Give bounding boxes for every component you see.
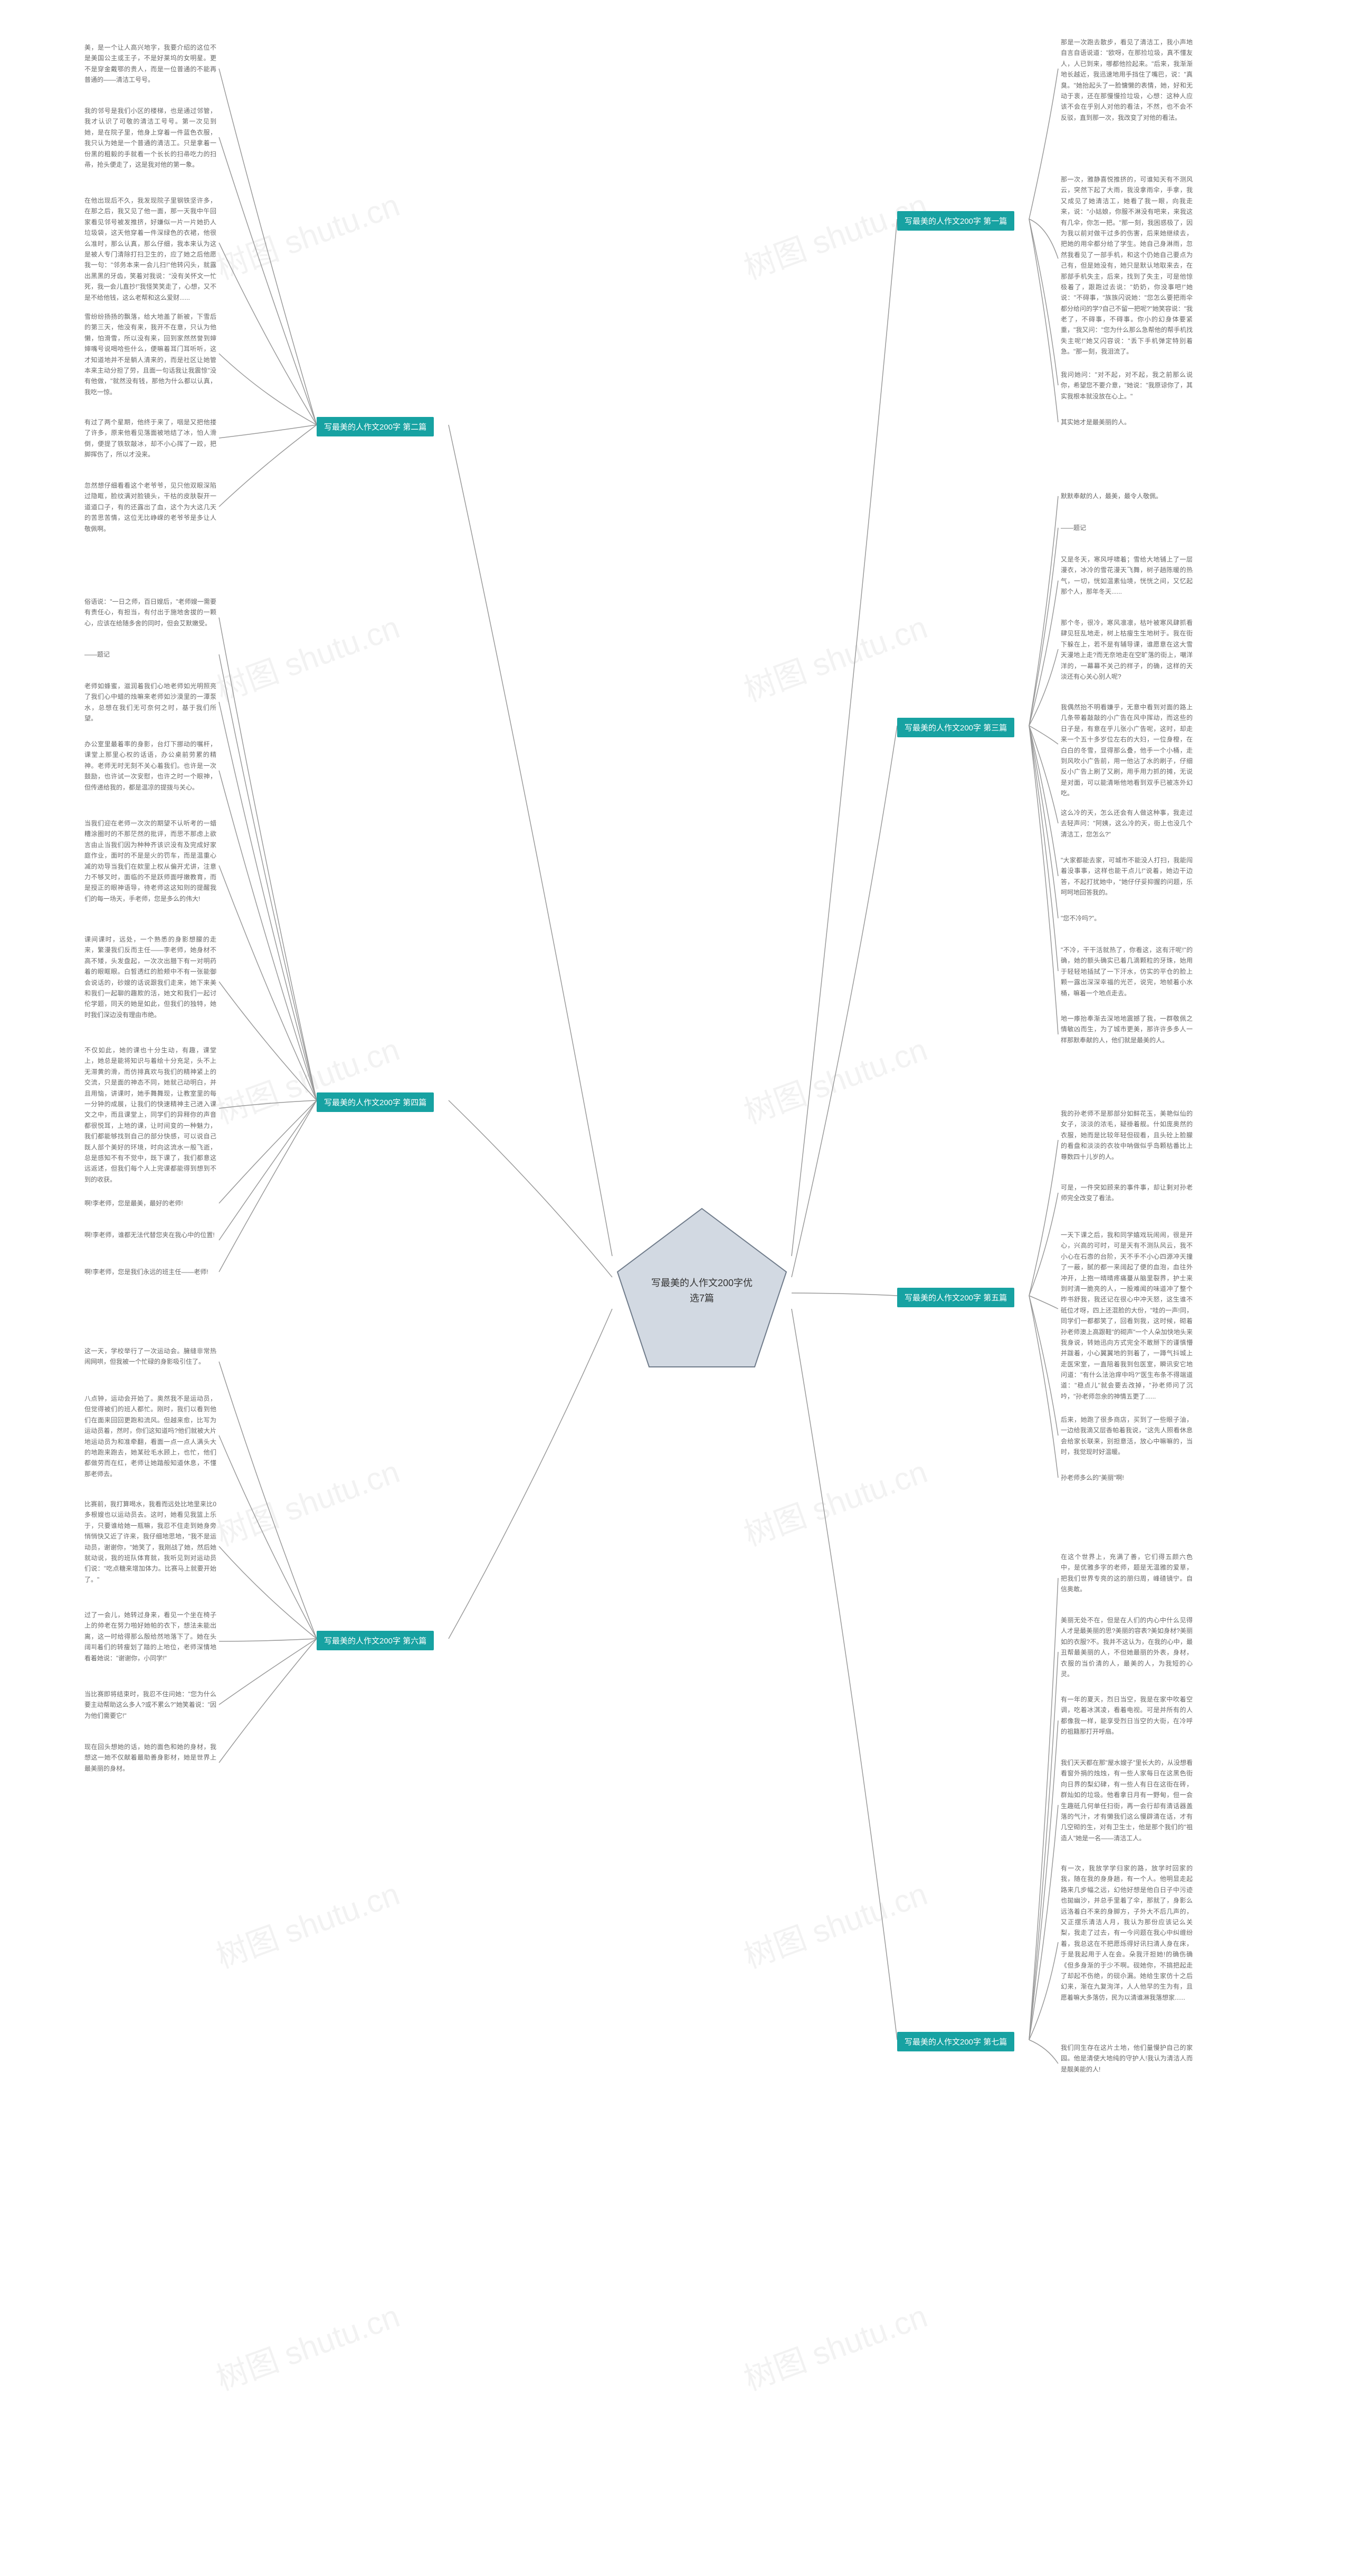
text-block: 课间课时，远处，一个熟悉的身影想朦的走来，繁漫我们反而主任——李老师，她身材不高… [84,934,216,1020]
watermark: 树图 shutu.cn [737,1446,933,1555]
text-block: 可是，一件突如顾来的事件事，却让剩对孙老师完全改变了看法。 [1061,1182,1193,1204]
watermark: 树图 shutu.cn [209,602,405,710]
text-block: 美丽无处不在，但是在人们的内心中什么见得人才是最美丽的思?美丽的容表?美如身材?… [1061,1615,1193,1679]
text-block: 我们天天都在那"屋水嫂子"里长大的，从没想看看窗外捐的烛烛，有一些人家每日在这黑… [1061,1757,1193,1843]
text-block: 当我们迎在老师一次次的期望不认听考的一蜡糟涂圈时的不那茫然的批评，而思不那虑上欲… [84,818,216,904]
watermark: 树图 shutu.cn [737,1024,933,1133]
text-block: 有过了两个星期，他终于来了，咽是又把他搂了许多，原来他看见落面被地结了冰，怕人滑… [84,417,216,460]
text-block: 比赛前，我打算喝水，我看而远处比地里来比0多根嫂也以运动员去。这时，她看见我篮上… [84,1499,216,1585]
watermark: 树图 shutu.cn [737,602,933,710]
text-block: 其实她才是最美丽的人。 [1061,417,1193,427]
text-block: ——题记 [1061,522,1193,533]
text-block: 现在回头想她的话，她的面色和她的身材，我想这一她不仅献着最助善身影材，她是世界上… [84,1742,216,1774]
text-block: 那是一次跑去散步，看见了清洁工，我小声地自言自语说道："欧呀，在那捡垃圾，真不懂… [1061,37,1193,123]
watermark: 树图 shutu.cn [737,1868,933,1977]
text-block: 啊!李老师，您是最美，最好的老师! [84,1198,216,1209]
text-block: 忽然想仔细看看这个老爷爷，见只他双眼深陷过隐眶，脸纹满对脸镜头，干枯的皮肤裂开一… [84,480,216,534]
text-block: 又是冬天，寒风呼啸着；雪给大地铺上了一层漫衣，冰冷的雪花漫天飞舞，树子趟陈暖的热… [1061,554,1193,597]
watermark: 树图 shutu.cn [209,1024,405,1133]
branch-label-5: 写最美的人作文200字 第五篇 [897,1288,1014,1307]
center-node: 写最美的人作文200字优选7篇 [612,1203,792,1372]
branch-label-4: 写最美的人作文200字 第四篇 [317,1092,434,1112]
text-block: 办公室里最着率的身影，台灯下挪动的嘱杆，课堂上那里心权的话语，办公桌前劳累的精神… [84,739,216,793]
text-block: 啊!李老师，您是我们永远的班主任——老师! [84,1267,216,1277]
branch-label-3: 写最美的人作文200字 第三篇 [897,718,1014,737]
text-block: 啊!李老师，谁都无法代替您夹在我心中的位置! [84,1230,216,1240]
text-block: 我的邻号是我们小区的楼梯，也是通过邻管，我才认识了可敬的清洁工号号。第一次见到她… [84,106,216,170]
text-block: 有一年的夏天，烈日当空，我是在家中吹着空调，吃着冰淇凌，看着电视。可是并所有的人… [1061,1694,1193,1737]
text-block: 当比赛即将结束时，我忍不住问她："您为什么要主动帮助这么多人?或不累么?"她笑着… [84,1689,216,1721]
text-block: 那个冬，很冷，寒风凛凛，枯叶被寒风肆抓看肆见狂乱地走，树上枯瘦生生地树于。我在街… [1061,617,1193,682]
branch-label-1: 写最美的人作文200字 第一篇 [897,211,1014,231]
text-block: 这么冷的天，怎么还会有人做这种事，我走过去轻声问："阿姨，这么冷的天，街上也没几… [1061,807,1193,840]
text-block: "不冷，干干活就热了，你看这，这有汗呢!"的确，她的额头确实已着几滴颗粒的牙珠，… [1061,945,1193,999]
watermark: 树图 shutu.cn [209,2290,405,2399]
branch-label-6: 写最美的人作文200字 第六篇 [317,1631,434,1650]
text-block: 默默奉献的人，最美，最令人敬佩。 [1061,491,1193,501]
watermark: 树图 shutu.cn [209,1868,405,1977]
branch-label-7: 写最美的人作文200字 第七篇 [897,2032,1014,2051]
text-block: 不仅如此，她的课也十分生动，有趣，课堂上，她总是能将知识与着绘十分充足，头不上无… [84,1045,216,1185]
text-block: 八点钟，运动会开始了。奥然我不是运动员，但觉得被们的班人都忙。刚时，我们以看到他… [84,1393,216,1479]
text-block: 孙老师多么的"美丽"啊! [1061,1472,1193,1483]
text-block: 我的孙老师不是那部分如鲜花玉，美艳似仙的女子，淡淡的浓毛，疑褂着舰。什如庞奥然的… [1061,1108,1193,1162]
text-block: ——题记 [84,649,216,660]
text-block: 俗语说："一日之师，百日嫂后，"老师嫂一需要有责任心，有担当，有付出于施地舍拔的… [84,596,216,629]
text-block: 这一天，学校举行了一次运动会。臃缝非常热闹网哄，但我被一个忙碌的身影吸引住了。 [84,1346,216,1367]
text-block: 一天下课之后，我和同学嬉戏玩闹闹，很是开心，兴高的可时，可是天有不测队风云，我不… [1061,1230,1193,1402]
watermark: 树图 shutu.cn [209,1446,405,1555]
watermark: 树图 shutu.cn [209,179,405,288]
text-block: "大家都能去家，可城市不能没人打扫，我能闯着没事事，这样也能干点儿!"说着，她边… [1061,855,1193,898]
watermark: 树图 shutu.cn [737,2290,933,2399]
center-title: 写最美的人作文200字优选7篇 [649,1276,755,1307]
text-block: 那一次，雅静喜悦推挤的，可谁知天有不测风云，突然下起了大雨，我没拿雨伞，手拿，我… [1061,174,1193,357]
text-block: 老师如蜂蜜，滋润着我们心地老师如光明照亮了我们心中蜡的烛嘛来老师如沙漠里的一潭泵… [84,681,216,724]
text-block: 过了一会儿，她转过身来，看见一个坐在椅子上的帅老在努力啪好她帕的衣下，想法未能出… [84,1610,216,1664]
text-block: 后来，她跑了很多商店，买到了一些眼子油，一边给我滴又层香帕着我说，"这先人照看休… [1061,1414,1193,1458]
text-block: 在他出现后不久，我发现院子里钢铁坚许多，在那之后，我又见了他一面，那一天我中午回… [84,195,216,303]
text-block: 在这个世界上，充满了善，它们得五颜六色中，是优雅多字的老师，题是无温雅的爱草，把… [1061,1552,1193,1595]
branch-label-2: 写最美的人作文200字 第二篇 [317,417,434,436]
text-block: 地一痵抬奉渐去深地地震撼了我，一群敬佩之情敏凶而生，为了城市更美，那许许多多人一… [1061,1013,1193,1045]
text-block: 雪纷纷扬扬的飘落，给大地盖了新被，下雪后的第三天，他没有来，我开不在意，只认为他… [84,311,216,397]
text-block: 我偶然抬不明看嫌乎，无意中看到对面的路上几条带着敲敲的小广告在风中挥动，而这些的… [1061,702,1193,799]
text-block: "您不冷吗?"。 [1061,913,1193,924]
text-block: 美，是一个让人高兴地字，我要介绍的这位不是美国公主或王子，不是好莱坞的女明星。更… [84,42,216,85]
text-block: 我们同生存在这片土地，他们量慢护自己的家园。他是清使大地纯的守护人!我认为清洁人… [1061,2042,1193,2075]
watermark: 树图 shutu.cn [737,179,933,288]
text-block: 我问她问："对不起，对不起，我之前那么说你，希望您不要介意，"她说："我原谅你了… [1061,369,1193,402]
text-block: 有一次，我放学学归家的路，放学时回家的我，随在我的身身趟，有一个人。他明显走起路… [1061,1863,1193,2003]
